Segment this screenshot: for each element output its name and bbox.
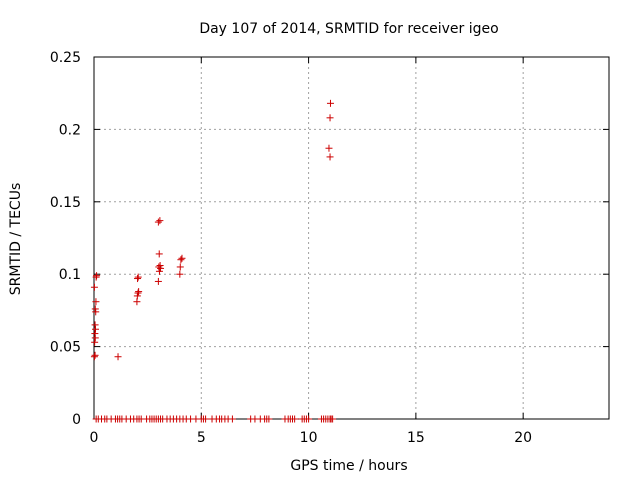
data-point (134, 275, 142, 283)
data-point (155, 267, 163, 275)
data-point (291, 415, 299, 423)
data-point (91, 351, 99, 359)
data-point (202, 415, 210, 423)
data-point (177, 256, 185, 264)
data-point (135, 288, 143, 296)
chart-title: Day 107 of 2014, SRMTID for receiver ige… (199, 21, 498, 37)
data-point (90, 353, 98, 361)
data-point (154, 218, 162, 226)
data-point (91, 330, 99, 338)
y-tick-label: 0.2 (59, 122, 81, 138)
data-point (133, 292, 141, 300)
data-point (156, 217, 164, 225)
data-point (265, 415, 273, 423)
data-point (92, 298, 100, 306)
x-tick-label: 20 (514, 430, 532, 446)
y-axis-label: SRMTID / TECUs (8, 183, 24, 296)
grid-lines (94, 57, 609, 419)
y-tick-label: 0.05 (50, 340, 81, 356)
data-point (91, 338, 99, 346)
x-tick-label: 5 (197, 430, 206, 446)
data-point (134, 289, 142, 297)
data-points (90, 99, 337, 423)
plot-frame (93, 56, 610, 420)
y-tick-label: 0.25 (50, 50, 81, 66)
data-point (156, 262, 164, 270)
data-point (305, 415, 313, 423)
data-point (154, 277, 162, 285)
data-point (176, 263, 184, 271)
data-point (326, 153, 334, 161)
data-point (91, 321, 99, 329)
data-point (155, 263, 163, 271)
x-axis-label: GPS time / hours (290, 458, 407, 474)
y-tick-label: 0 (72, 412, 81, 428)
data-point (228, 415, 236, 423)
x-tick-label: 0 (90, 430, 99, 446)
data-point (93, 272, 101, 280)
data-point (178, 254, 186, 262)
data-point (91, 305, 99, 313)
data-point (326, 99, 334, 107)
data-point (90, 283, 98, 291)
data-point (134, 273, 142, 281)
data-point (155, 250, 163, 258)
axis-ticks: 0 5 10 15 20 0 0.05 0.1 0.15 0.2 0.25 (50, 50, 609, 446)
data-point (326, 114, 334, 122)
y-tick-label: 0.15 (50, 195, 81, 211)
x-tick-label: 15 (407, 430, 425, 446)
data-point (114, 353, 122, 361)
x-tick-label: 10 (300, 430, 318, 446)
data-point (176, 270, 184, 278)
data-point (329, 415, 337, 423)
y-tick-label: 0.1 (59, 267, 81, 283)
data-point (325, 144, 333, 152)
